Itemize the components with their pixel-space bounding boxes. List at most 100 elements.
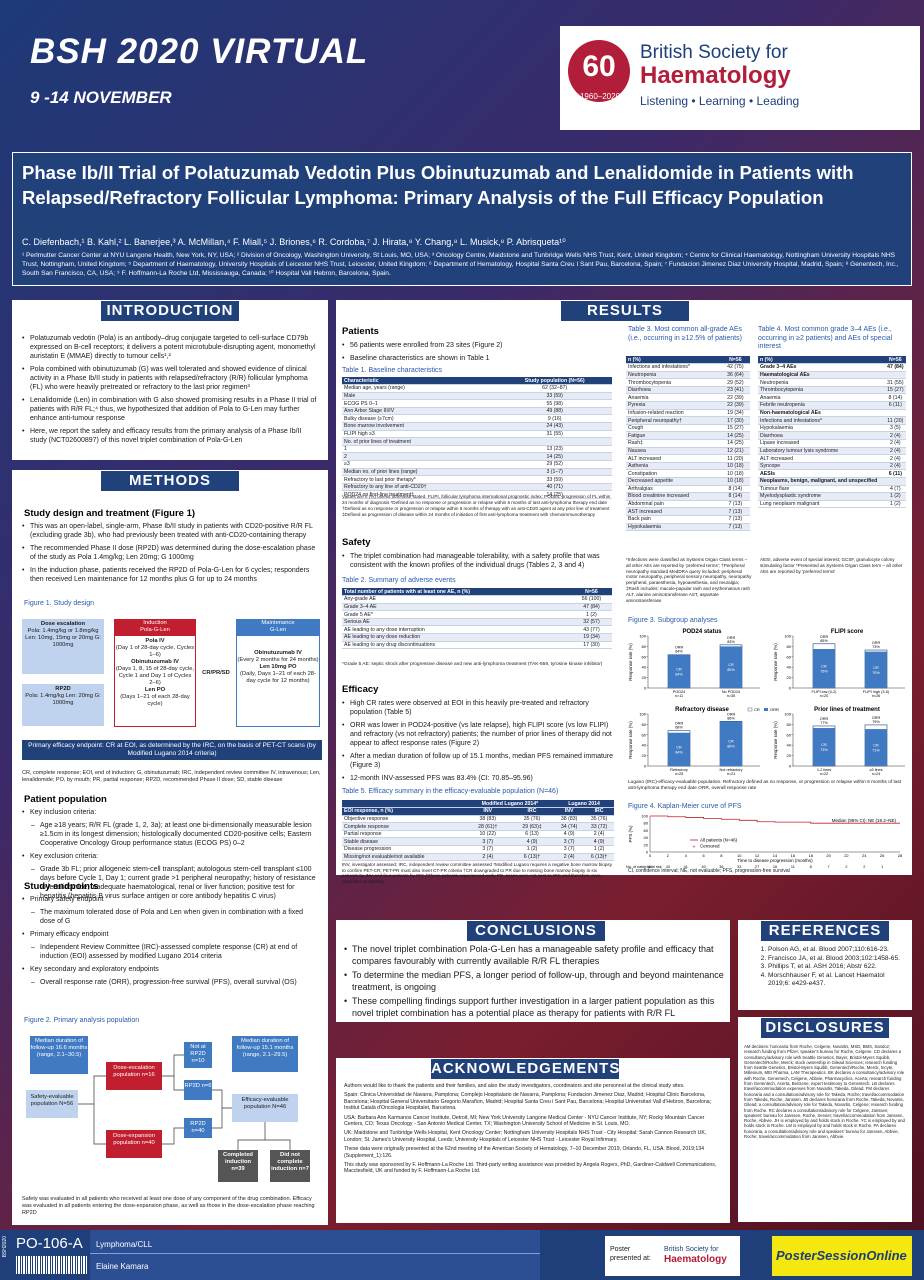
postersession-logo [772,1236,912,1276]
table1-cell: Median no. of prior lines (range) [342,468,498,477]
cr-label: CR [873,666,879,670]
km-x-tick: 2 [667,853,670,858]
table5-cell: Disease progression [342,845,466,854]
x-tick-label: POD24 [673,690,685,694]
km-median-annotation: Median (95% CI): NE (19.2–NE) [832,818,897,823]
table4-cell: Infections and infestations* [758,416,885,425]
table3-cell: Cough [626,424,721,433]
figure4-footnote: CI, confidence interval; NE, not evaluab… [628,868,790,874]
acknowledgement-paragraph: USA: Barbara Ann Karmanos Cancer Institu… [344,1114,705,1128]
acknowledgement-paragraph: UK: Maidstone and Tunbridge Wells Hospit… [344,1130,707,1143]
introduction-heading: INTRODUCTION [100,300,240,322]
conference-dates: 9 -14 NOVEMBER [30,88,172,107]
table4-cell: 6 (11) [884,401,906,410]
table5-cell: 10 (22) [465,830,510,839]
not-rp2d-box: Not at RP2D n=10 [184,1042,212,1068]
table5-group-cell: Modified Lugano 2014* [465,800,555,809]
table5-row: Objective response 38 (83) 35 (76) 38 (83) 3… [342,815,614,824]
orr-value: 64% [675,650,683,654]
efficacy-population-box: Efficacy-evaluable population N=46 [232,1094,298,1122]
table1-row: Ann Arbor Stage III/IV 49 (88) [342,407,612,416]
safety-title: Safety [342,537,371,548]
maintenance-header: Maintenance G-Len [236,619,320,635]
table3-cell: 7 (13) [720,507,750,516]
table4-cell: Haematological AEs [758,371,885,380]
intro-bullet: Pola combined with obinutuzumab (G) was … [20,365,320,392]
table3-cell: 42 (75) [720,363,750,372]
y-tick-label: 20 [787,753,792,758]
table3-cell: Constipation [626,469,721,478]
table5-cell: 3 (7) [465,837,510,847]
design-bullet: In the induction phase, patients receive… [20,566,320,584]
figure1-study-design: Dose escalation Pola: 1.4mg/kg or 1.8mg/k… [22,612,322,732]
table4-row: Infections and infestations* 11 (20) [758,416,906,425]
table5-header-cell: IRC [584,807,614,816]
table2-cell: AE leading to any drug discontinuations [342,641,571,650]
y-tick-label: 0 [644,686,647,691]
table3-row: Infections and infestations* 42 (75) [626,363,750,372]
table4-cell: Myelodysplastic syndrome [758,492,885,501]
table5-header-cell: EOI response, n (%) [342,807,466,816]
km-y-tick: 40 [644,835,649,840]
km-x-tick: 6 [702,853,705,858]
table3-row: Neutropenia 36 (64) [626,371,750,380]
table5-cell: 3 (7) [554,837,585,847]
km-x-tick: 14 [773,853,778,858]
table3-cell: 29 (52) [720,378,750,387]
table5-row: Partial response 10 (22) 6 (13) 4 (9) 2 (4) [342,830,614,839]
table1-cell: 62 (32–87) [497,384,612,393]
figure3-footnote: Lugano (IRC)-efficacy-evaluable populati… [628,780,901,791]
reference-item: Francisco JA, et al. Blood 2003;102:1458… [768,955,908,964]
km-x-tick: 4 [685,853,688,858]
table3-cell: 14 (25) [720,439,750,448]
table1-cell: 24 (43) [497,422,612,431]
table4-grade3-4-aes: n (%) N=56 Grade 3–4 AEs 47 (84) Haematologi… [758,356,906,509]
table3-cell: 36 (64) [720,371,750,380]
table3-row: Diarrhoea 23 (41) [626,386,750,395]
table5-cell: 2 (4) [465,853,510,862]
table5-cell: 34 (74) [554,822,585,831]
conference-title: BSH 2020 VIRTUAL [30,32,369,71]
orr-value: 68% [675,726,683,730]
table4-cell: 47 (84) [884,363,906,372]
km-at-risk-value: 46 [648,865,652,868]
table4-row: Diarrhoea 2 (4) [758,431,906,441]
table4-cell: Syncope [758,462,885,471]
table5-cell: 29 (63)‡ [509,822,555,831]
table2-cell: Grade 5 AE* [342,610,571,619]
table1-caption: Table 1. Baseline characteristics [342,367,442,374]
table2-cell: 56 (100) [570,595,612,604]
table1-cell: 14 (25) [497,490,612,499]
table4-cell [884,477,906,486]
figure3-subgroup-charts: POD24 status Response rate (%) 0 20 40 60 80 10… [628,629,905,776]
table1-row: Refractory to any line of anti-CD20† 40 (… [342,483,612,492]
km-at-risk-value: 1 [881,865,883,868]
table4-cell: Tumour flare [758,485,885,494]
table3-cell: 19 (34) [720,409,750,418]
table5-cell: 6 (13)† [584,853,614,862]
x-tick-label: FLIPI low (0-2) [812,690,838,694]
table3-cell: Asthenia [626,462,721,471]
y-tick-label: 20 [642,675,647,680]
figure2-caption: Figure 2. Primary analysis population [24,1017,140,1024]
cr-bar [668,654,690,688]
conclusion-bullet: To determine the median PFS, a longer pe… [342,970,726,993]
x-tick-n: n=20 [820,694,829,698]
table3-cell: 14 (25) [720,431,750,441]
x-tick-n: n=26 [872,694,881,698]
km-y-tick: 20 [644,842,649,847]
table3-cell: Abdominal pain [626,500,721,509]
orr-label: ORR [820,635,829,639]
km-y-label: PFS (%) [628,825,633,843]
table5-header-cell: INV [554,807,585,816]
table1-row: Bulky disease (≥7cm) 9 (16) [342,414,612,424]
table1-cell: 29 (52) [497,460,612,469]
table5-row: Complete response 28 (61)† 29 (63)‡ 34 (74)… [342,822,614,831]
table1-cell: 1 [342,445,498,454]
table1-row: ≥3 29 (52) [342,460,612,469]
table4-cell: Neutropenia [758,378,885,387]
km-x-tick: 8 [720,853,723,858]
patients-title: Patients [342,326,379,337]
study-design-bullets: This was an open-label, single-arm, Phas… [20,522,320,588]
table5-cell: Stable disease [342,837,466,847]
